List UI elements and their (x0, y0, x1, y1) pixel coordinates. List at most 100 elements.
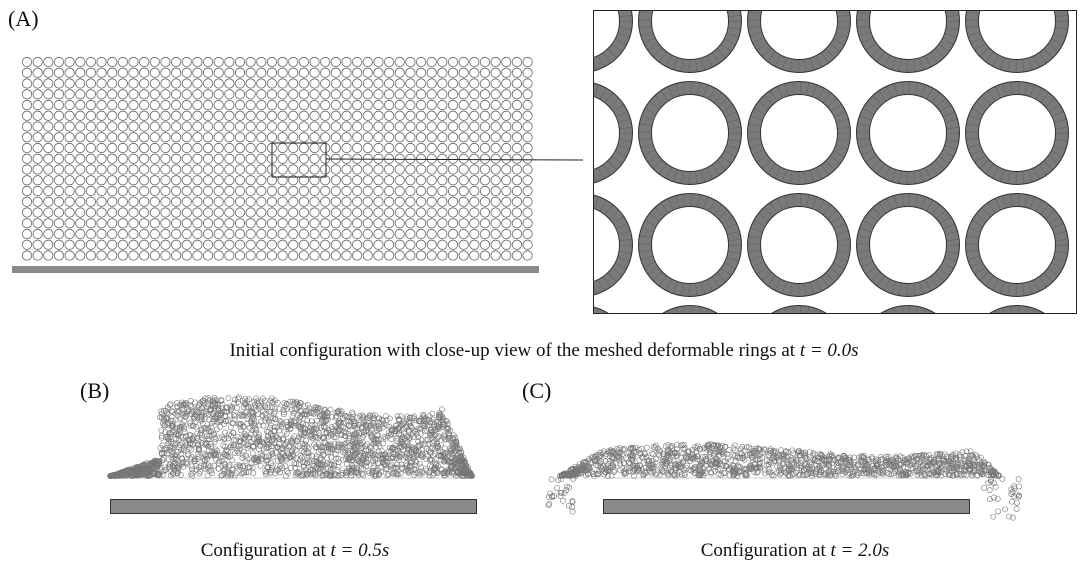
ring (289, 165, 298, 174)
ring (246, 219, 255, 228)
ring (33, 251, 42, 260)
ring (182, 186, 191, 195)
ring (470, 176, 479, 185)
ring (76, 57, 85, 66)
ring (491, 122, 500, 131)
ring (22, 229, 31, 238)
ring (76, 240, 85, 249)
ring (97, 176, 106, 185)
ring (395, 219, 404, 228)
ring (257, 176, 266, 185)
ring (310, 90, 319, 99)
ring (448, 68, 457, 77)
ring (203, 68, 212, 77)
ring (384, 186, 393, 195)
ring (1009, 499, 1014, 504)
ring-edge (870, 319, 947, 396)
ring (108, 143, 117, 152)
ring (427, 133, 436, 142)
ring (502, 100, 511, 109)
base-plate (12, 266, 539, 273)
ring (193, 240, 202, 249)
ring (171, 68, 180, 77)
ring (448, 79, 457, 88)
ring (108, 100, 117, 109)
ring (609, 473, 614, 478)
ring (246, 133, 255, 142)
ring (448, 219, 457, 228)
ring (331, 143, 340, 152)
ring (384, 90, 393, 99)
ring (611, 469, 616, 474)
ring (512, 122, 521, 131)
ring (22, 154, 31, 163)
ring (289, 219, 298, 228)
ring (395, 90, 404, 99)
ring (161, 68, 170, 77)
ring (470, 251, 479, 260)
ring (448, 229, 457, 238)
ring (502, 122, 511, 131)
ring (352, 143, 361, 152)
ring (374, 79, 383, 88)
ring (336, 459, 341, 464)
ring (352, 208, 361, 217)
ring (118, 251, 127, 260)
ring (395, 186, 404, 195)
ring (502, 143, 511, 152)
ring (86, 208, 95, 217)
ring (118, 57, 127, 66)
ring (171, 100, 180, 109)
ring (235, 79, 244, 88)
ring (267, 79, 276, 88)
ring (86, 68, 95, 77)
ring (438, 154, 447, 163)
ring (76, 79, 85, 88)
ring (203, 229, 212, 238)
ring (427, 251, 436, 260)
ring (299, 186, 308, 195)
ring (193, 100, 202, 109)
ring (299, 154, 308, 163)
ring (65, 111, 74, 120)
ring (108, 90, 117, 99)
ring (342, 90, 351, 99)
ring (76, 100, 85, 109)
ring (150, 229, 159, 238)
ring (438, 68, 447, 77)
ring (512, 186, 521, 195)
ring (359, 471, 364, 476)
ring (374, 165, 383, 174)
ring (427, 111, 436, 120)
ring (491, 133, 500, 142)
panel-label: (A) (8, 6, 39, 31)
ring (161, 154, 170, 163)
ring (448, 251, 457, 260)
ring (352, 133, 361, 142)
ring (374, 68, 383, 77)
ring (54, 229, 63, 238)
ring (161, 90, 170, 99)
ring (384, 219, 393, 228)
ring (278, 165, 287, 174)
ring (363, 79, 372, 88)
ring (150, 208, 159, 217)
ring (283, 464, 288, 469)
ring (246, 90, 255, 99)
ring (97, 111, 106, 120)
ring (406, 251, 415, 260)
ring (321, 229, 330, 238)
ring (448, 208, 457, 217)
ring (374, 90, 383, 99)
ring (416, 165, 425, 174)
ring (97, 100, 106, 109)
ring (235, 251, 244, 260)
ring (374, 240, 383, 249)
ring (182, 79, 191, 88)
ring (321, 100, 330, 109)
ring (193, 229, 202, 238)
ring (352, 251, 361, 260)
ring (76, 219, 85, 228)
ring-mesh (972, 312, 1062, 402)
ring (150, 165, 159, 174)
